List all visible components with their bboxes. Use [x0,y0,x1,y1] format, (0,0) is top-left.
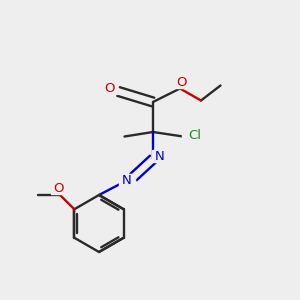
Bar [102,83,117,94]
Bar [182,130,208,142]
Text: O: O [104,82,115,95]
Text: O: O [176,76,187,89]
Bar [152,150,167,162]
Bar [51,183,66,194]
Text: N: N [122,173,132,187]
Text: O: O [53,182,64,195]
Bar [174,77,189,88]
Text: Cl: Cl [188,129,202,142]
Text: N: N [155,149,164,163]
Bar [119,174,135,186]
